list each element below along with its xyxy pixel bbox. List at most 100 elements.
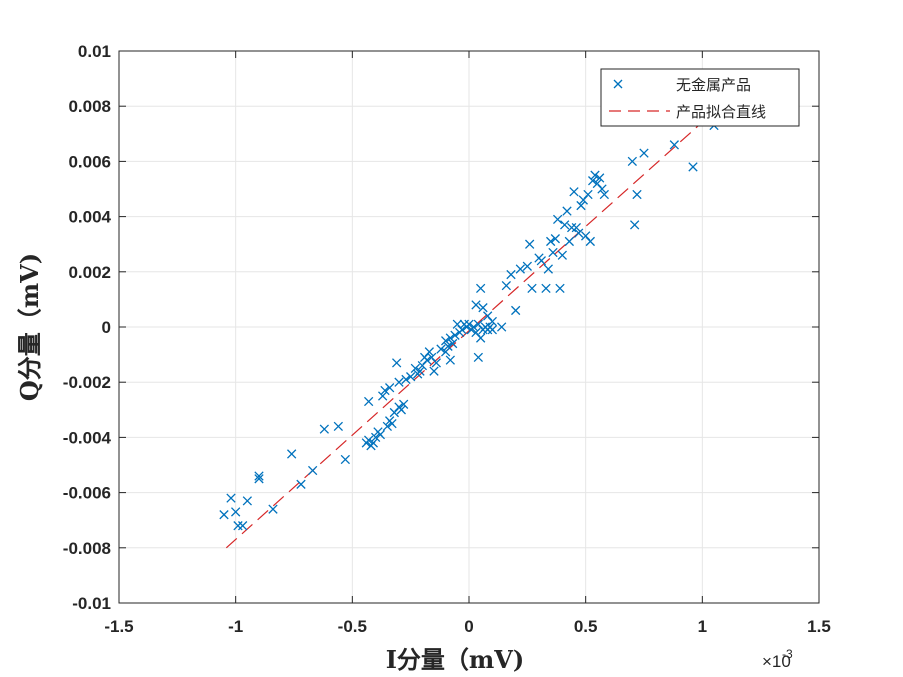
data-point <box>445 355 455 365</box>
data-point <box>392 358 402 368</box>
data-point <box>410 363 420 374</box>
data-point <box>238 521 248 531</box>
y-tick-label: 0.01 <box>78 42 111 61</box>
data-point <box>553 214 563 225</box>
legend-marker-scatter <box>613 79 623 89</box>
data-point <box>469 322 479 332</box>
data-point <box>574 228 584 238</box>
data-point <box>555 283 565 294</box>
data-point <box>501 280 511 291</box>
data-point <box>415 366 425 376</box>
data-point <box>567 222 577 233</box>
legend-label-line: 产品拟合直线 <box>676 103 766 121</box>
data-point <box>464 319 474 329</box>
data-point <box>375 429 385 440</box>
data-point <box>364 435 374 445</box>
data-point <box>595 173 605 183</box>
x-tick-label: 1.5 <box>807 617 831 636</box>
data-point <box>483 311 493 321</box>
x-multiplier-exponent: -3 <box>782 647 793 661</box>
data-point <box>441 336 451 346</box>
data-point <box>588 176 598 186</box>
data-point <box>571 222 581 233</box>
data-point <box>406 372 416 382</box>
data-point <box>231 507 241 517</box>
data-point <box>396 405 406 415</box>
data-point <box>296 479 306 489</box>
data-point <box>597 184 607 194</box>
data-point <box>424 347 434 357</box>
data-point <box>364 396 374 407</box>
y-tick-label: 0 <box>102 318 111 337</box>
data-point <box>219 510 229 520</box>
data-point <box>457 325 467 335</box>
legend: 无金属产品 产品拟合直线 <box>600 68 800 127</box>
data-point <box>590 170 600 180</box>
data-point <box>422 355 432 365</box>
data-point <box>319 424 329 434</box>
data-point <box>639 148 649 158</box>
x-tick-label: 1 <box>698 617 707 636</box>
data-point <box>515 264 525 274</box>
y-tick-label: 0.004 <box>68 208 111 227</box>
data-point <box>382 421 392 432</box>
scatter-points <box>219 120 719 531</box>
data-point <box>254 471 264 481</box>
data-point <box>401 374 411 385</box>
legend-box <box>600 68 800 127</box>
data-point <box>394 377 404 387</box>
data-point <box>242 496 252 506</box>
data-point <box>525 239 535 249</box>
data-point <box>450 330 460 340</box>
data-point <box>368 438 378 448</box>
data-point <box>380 385 390 396</box>
data-point <box>268 504 278 514</box>
data-point <box>333 421 343 432</box>
data-point <box>527 283 537 294</box>
data-point <box>557 250 567 260</box>
y-axis-label: Q分量（mV) <box>15 253 44 401</box>
data-point <box>399 399 409 409</box>
x-tick-label: 0.5 <box>574 617 598 636</box>
data-point <box>445 333 455 343</box>
data-point <box>340 454 350 465</box>
data-point <box>473 352 483 363</box>
data-point <box>548 247 558 258</box>
data-point <box>471 300 481 310</box>
data-point <box>585 236 595 247</box>
data-point <box>308 465 318 476</box>
data-point <box>441 347 451 357</box>
data-point <box>564 236 574 247</box>
data-point <box>630 220 640 230</box>
y-tick-label: -0.004 <box>63 428 112 447</box>
data-point <box>543 264 553 274</box>
y-tick-label: 0.008 <box>68 97 111 116</box>
data-point <box>443 341 453 351</box>
data-point <box>385 383 395 393</box>
data-point <box>632 189 642 200</box>
y-tick-label: -0.006 <box>63 484 111 503</box>
data-point <box>387 418 397 429</box>
data-point <box>478 303 488 313</box>
data-point <box>487 325 497 335</box>
data-point <box>583 189 593 200</box>
data-point <box>688 162 698 172</box>
data-point <box>560 220 570 230</box>
data-point <box>448 338 458 349</box>
data-point <box>254 474 264 484</box>
y-tick-label: -0.002 <box>63 373 111 392</box>
x-axis-label: I分量（mV) <box>386 645 525 674</box>
data-point <box>669 140 679 150</box>
data-point <box>436 344 446 354</box>
data-point <box>233 521 243 531</box>
data-point <box>378 391 388 401</box>
data-point <box>569 187 579 197</box>
data-point <box>576 200 586 211</box>
data-point <box>627 156 637 167</box>
data-point <box>429 366 439 376</box>
data-point <box>476 283 486 294</box>
y-tick-label: -0.008 <box>63 539 111 558</box>
data-point <box>431 358 441 368</box>
data-point <box>562 206 572 216</box>
y-tick-label: 0.002 <box>68 263 111 282</box>
